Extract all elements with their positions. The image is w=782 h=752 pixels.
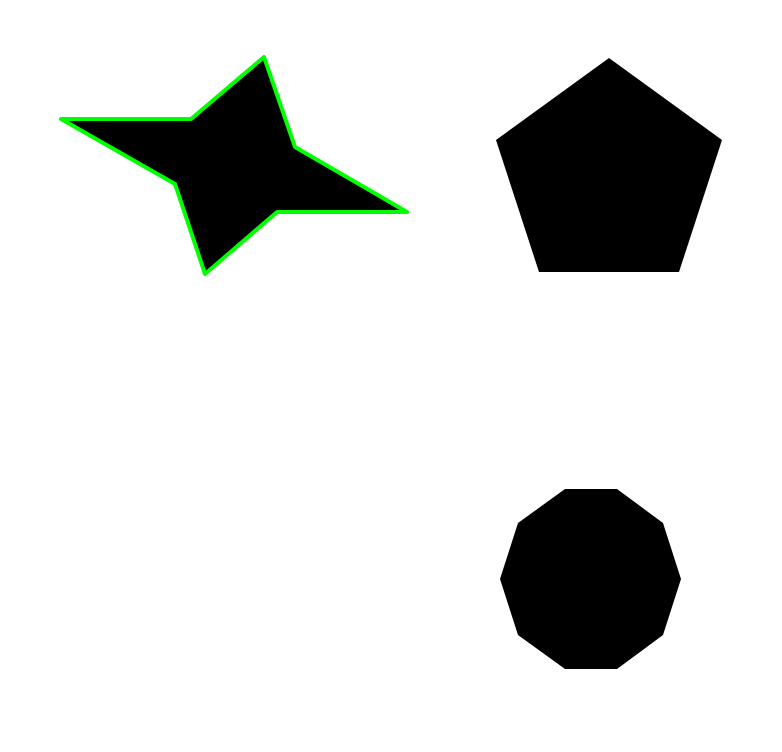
pentagon-shape[interactable] bbox=[496, 58, 722, 272]
decagon-shape[interactable] bbox=[500, 489, 681, 669]
star-shape[interactable] bbox=[59, 55, 409, 276]
